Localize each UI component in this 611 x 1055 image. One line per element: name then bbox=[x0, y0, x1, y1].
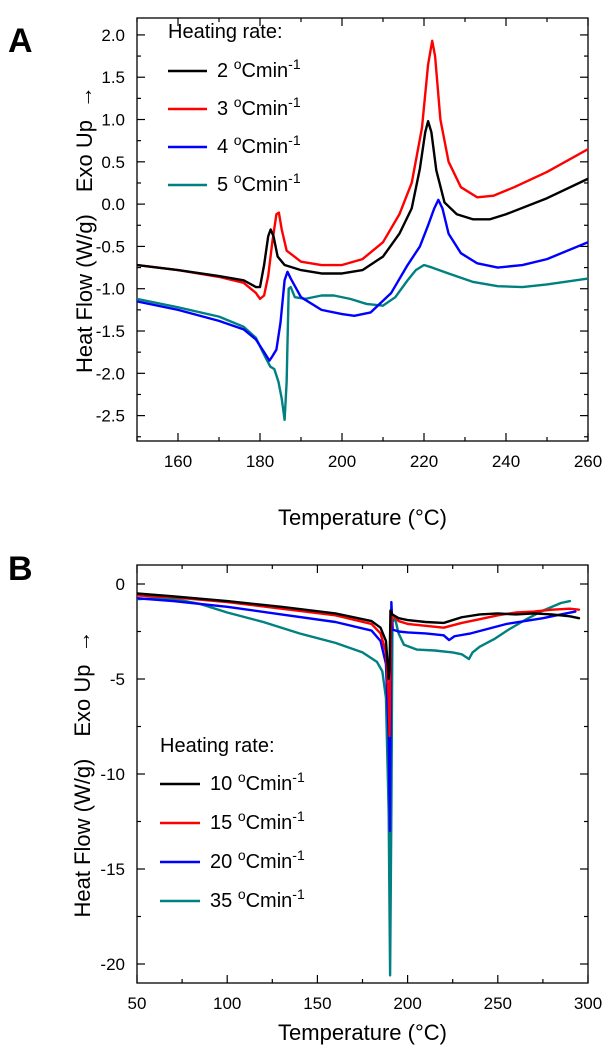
y-tick-label: -20 bbox=[100, 955, 125, 974]
x-tick-label: 260 bbox=[574, 452, 602, 471]
series-line-20 bbox=[137, 597, 577, 833]
legend-entry: 10 oCmin-1 bbox=[210, 769, 305, 795]
legend-entry: 5 oCmin-1 bbox=[217, 170, 301, 196]
y-tick-label: -5 bbox=[110, 670, 125, 689]
legend-entry: 20 oCmin-1 bbox=[210, 847, 305, 873]
y-tick-label: -2.0 bbox=[96, 364, 125, 383]
x-tick-label: 220 bbox=[410, 452, 438, 471]
series-line-3 bbox=[137, 39, 588, 301]
y-tick-label: 0.5 bbox=[101, 153, 125, 172]
legend-entry: 3 oCmin-1 bbox=[217, 94, 301, 120]
panel-b: B 50 100 150 200 250 300 0 -5 -10 -15 -20 Temperatur… bbox=[8, 550, 602, 1045]
y-axis-title: Heat Flow (W/g) Exo Up → bbox=[72, 86, 97, 373]
y-tick-label: 1.5 bbox=[101, 68, 125, 87]
y-tick-label: 2.0 bbox=[101, 26, 125, 45]
panel-label: A bbox=[8, 22, 33, 60]
series-line-35 bbox=[137, 597, 572, 977]
series-line-2 bbox=[137, 120, 588, 289]
y-axis-title-main: Heat Flow (W/g) bbox=[70, 759, 95, 918]
legend-entry: 15 oCmin-1 bbox=[210, 808, 305, 834]
exo-up-arrow-icon: → bbox=[70, 630, 95, 652]
x-axis-title: Temperature (°C) bbox=[278, 505, 447, 530]
panel-a: A 160 180 200 220 240 260 -2.5 -2.0 -1.5 -1.0 -0.5 0… bbox=[8, 17, 602, 530]
x-tick-label: 200 bbox=[393, 994, 421, 1013]
y-axis-title: Heat Flow (W/g) Exo Up → bbox=[70, 630, 95, 917]
legend: Heating rate: 2 oCmin-1 3 oCmin-1 4 oCmin-1… bbox=[168, 21, 301, 196]
x-tick-label: 160 bbox=[164, 452, 192, 471]
x-tick-label: 180 bbox=[246, 452, 274, 471]
series-line-4 bbox=[137, 198, 588, 362]
y-tick-label: -15 bbox=[100, 860, 125, 879]
series-line-10 bbox=[137, 592, 581, 681]
y-tick-label: -1.0 bbox=[96, 280, 125, 299]
exo-up-arrow-icon: → bbox=[72, 86, 97, 108]
y-tick-label: -0.5 bbox=[96, 237, 125, 256]
x-tick-label: 240 bbox=[492, 452, 520, 471]
panel-label: B bbox=[8, 550, 33, 588]
y-tick-label: 0.0 bbox=[101, 195, 125, 214]
y-axis-title-extra: Exo Up bbox=[72, 120, 97, 192]
series-line-15 bbox=[137, 594, 581, 738]
y-tick-label: -10 bbox=[100, 765, 125, 784]
x-tick-label: 100 bbox=[213, 994, 241, 1013]
y-tick-label: -2.5 bbox=[96, 407, 125, 426]
x-tick-label: 50 bbox=[128, 994, 147, 1013]
legend-entry: 4 oCmin-1 bbox=[217, 132, 301, 158]
plot-frame bbox=[136, 17, 589, 442]
legend-entry: 35 oCmin-1 bbox=[210, 886, 305, 912]
legend-title: Heating rate: bbox=[168, 21, 283, 43]
legend-entry: 2 oCmin-1 bbox=[217, 56, 301, 82]
legend-title: Heating rate: bbox=[160, 735, 275, 757]
x-tick-label: 200 bbox=[328, 452, 356, 471]
x-tick-label: 250 bbox=[484, 994, 512, 1013]
legend: Heating rate: 10 oCmin-1 15 oCmin-1 20 oCmi… bbox=[160, 735, 305, 912]
y-tick-label: 1.0 bbox=[101, 111, 125, 130]
y-axis-title-main: Heat Flow (W/g) bbox=[72, 214, 97, 373]
y-tick-label: 0 bbox=[116, 575, 125, 594]
y-axis-title-extra: Exo Up bbox=[70, 664, 95, 736]
x-tick-label: 300 bbox=[574, 994, 602, 1013]
y-tick-label: -1.5 bbox=[96, 322, 125, 341]
x-axis-title: Temperature (°C) bbox=[278, 1020, 447, 1045]
series-line-5 bbox=[137, 263, 588, 422]
x-tick-label: 150 bbox=[303, 994, 331, 1013]
